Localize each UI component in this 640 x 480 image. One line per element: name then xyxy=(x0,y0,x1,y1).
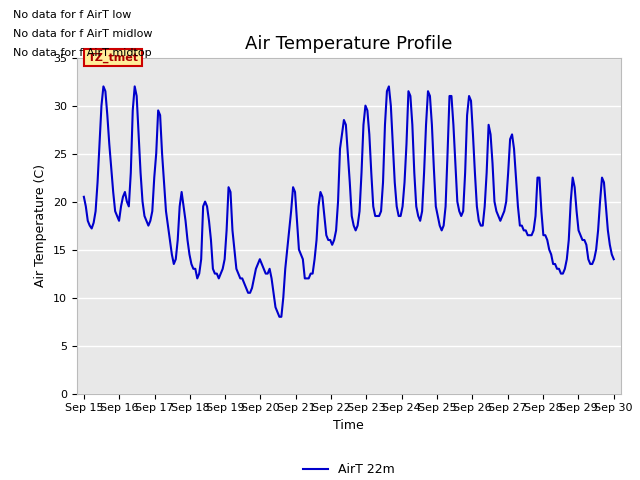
AirT 22m xyxy=(100,84,108,89)
AirT 22m xyxy=(610,256,618,262)
AirT 22m xyxy=(444,151,451,156)
Text: TZ_tmet: TZ_tmet xyxy=(88,52,139,63)
AirT 22m xyxy=(276,314,284,320)
Legend: AirT 22m: AirT 22m xyxy=(298,458,399,480)
Text: No data for f AirT midlow: No data for f AirT midlow xyxy=(13,29,152,39)
X-axis label: Time: Time xyxy=(333,419,364,432)
AirT 22m xyxy=(584,256,592,262)
AirT 22m xyxy=(426,93,434,99)
AirT 22m xyxy=(80,194,88,200)
Y-axis label: Air Temperature (C): Air Temperature (C) xyxy=(35,164,47,287)
AirT 22m xyxy=(454,199,461,204)
Line: AirT 22m: AirT 22m xyxy=(84,86,614,317)
Title: Air Temperature Profile: Air Temperature Profile xyxy=(245,35,452,53)
AirT 22m xyxy=(563,256,571,262)
Text: No data for f AirT midtop: No data for f AirT midtop xyxy=(13,48,152,58)
Text: No data for f AirT low: No data for f AirT low xyxy=(13,10,131,20)
AirT 22m xyxy=(147,218,154,224)
